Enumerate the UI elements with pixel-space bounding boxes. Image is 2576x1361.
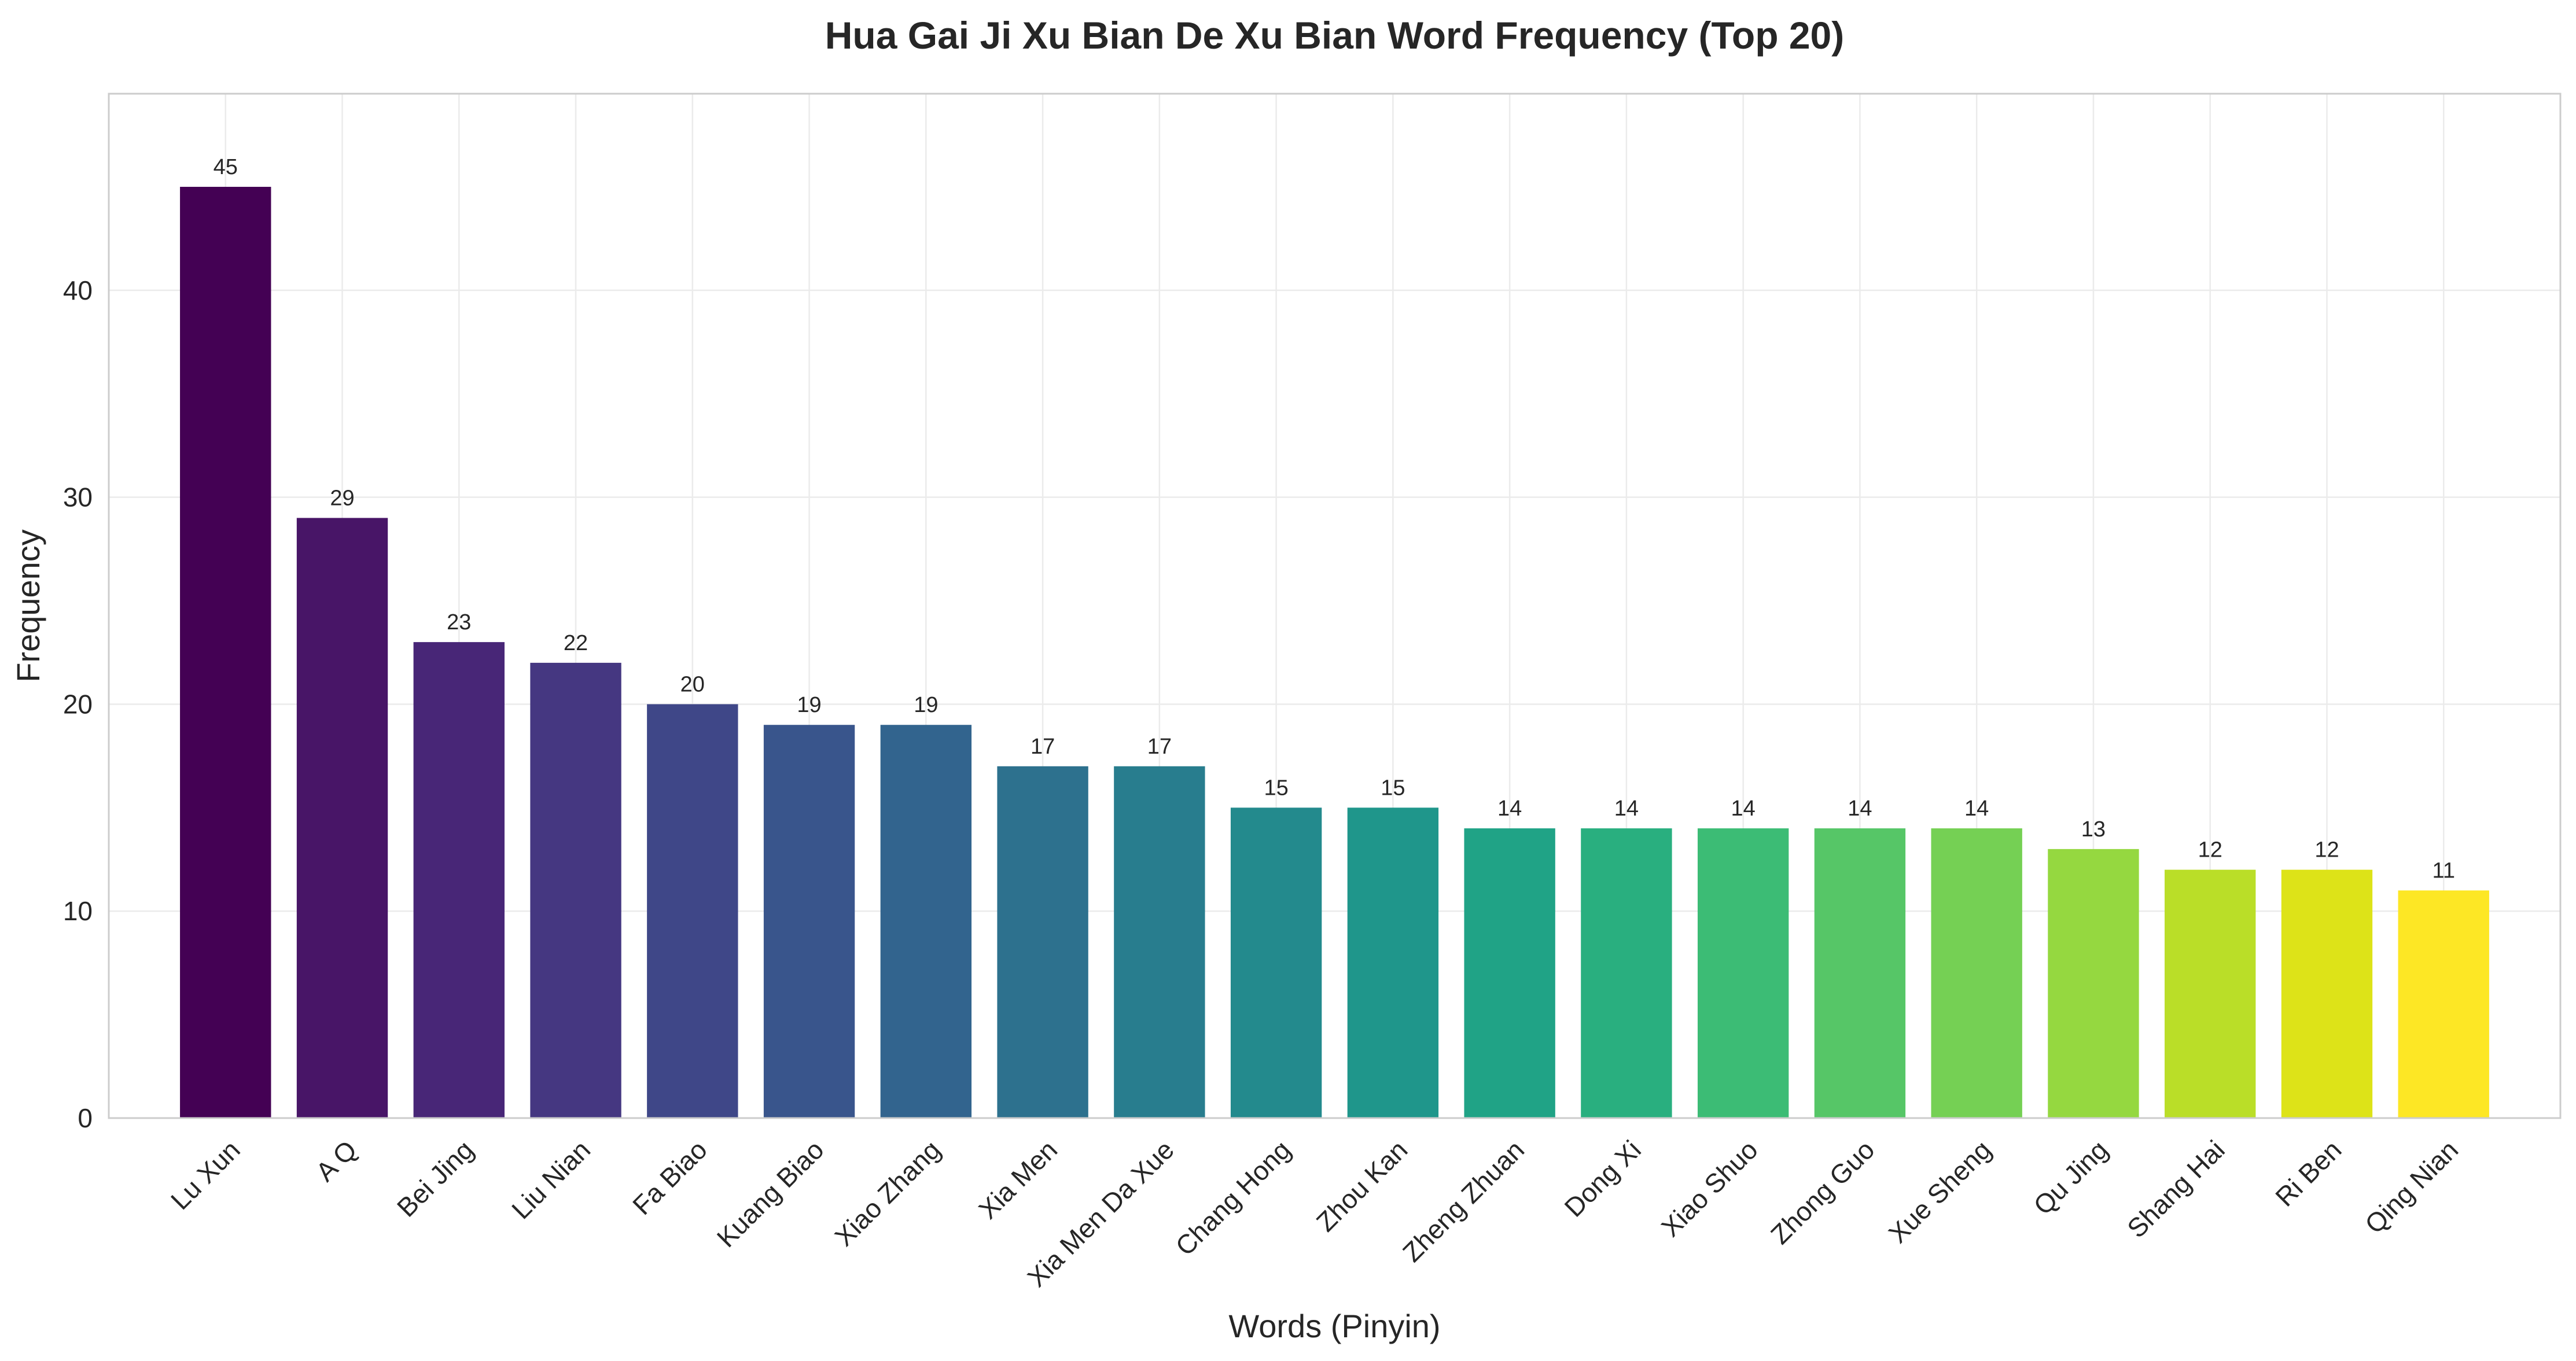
bar — [1347, 807, 1439, 1118]
x-tick-label: Chang Hong — [1169, 1134, 1296, 1261]
data-label: 11 — [2433, 858, 2455, 883]
bar — [1931, 828, 2022, 1118]
x-tick-label: Kuang Biao — [711, 1134, 830, 1253]
y-tick-layer: 0 10 20 30 40 — [63, 275, 93, 1133]
x-tick-label: Zhong Guo — [1765, 1134, 1881, 1250]
x-tick-label: Fa Biao — [627, 1134, 713, 1220]
bar — [180, 187, 271, 1118]
x-tick-label: Shang Hai — [2121, 1134, 2231, 1244]
bar — [1114, 766, 1205, 1118]
bar — [763, 725, 855, 1118]
bar — [997, 766, 1088, 1118]
bar — [413, 642, 505, 1118]
y-axis-label: Frequency — [10, 529, 46, 683]
data-label: 15 — [1381, 776, 1405, 800]
data-label: 14 — [1964, 796, 1989, 821]
x-tick-label: A Q — [310, 1134, 363, 1187]
bar — [2281, 869, 2373, 1118]
bar-layer — [180, 187, 2489, 1118]
x-tick-label: Zheng Zhuan — [1397, 1134, 1530, 1267]
x-tick-label: Xue Sheng — [1883, 1134, 1997, 1249]
bar — [1697, 828, 1789, 1118]
x-tick-label: Xiao Shuo — [1655, 1134, 1764, 1242]
data-label: 23 — [447, 610, 471, 635]
bar — [2165, 869, 2256, 1118]
x-tick-label: Lu Xun — [165, 1134, 246, 1215]
data-label: 29 — [330, 486, 354, 510]
bar — [1230, 807, 1322, 1118]
data-label: 14 — [1848, 796, 1872, 821]
x-tick-label: Liu Nian — [506, 1134, 596, 1224]
x-tick-label: Zhou Kan — [1311, 1134, 1414, 1237]
data-label: 19 — [914, 693, 938, 717]
x-tick-label: Qu Jing — [2027, 1134, 2114, 1220]
bar — [880, 725, 972, 1118]
chart-title: Hua Gai Ji Xu Bian De Xu Bian Word Frequ… — [825, 14, 1845, 57]
y-tick-label: 30 — [63, 482, 93, 512]
x-tick-label: Xiao Zhang — [829, 1134, 946, 1252]
x-tick-label: Ri Ben — [2269, 1134, 2347, 1212]
data-label: 15 — [1264, 776, 1288, 800]
bar — [296, 518, 388, 1118]
y-tick-label: 10 — [63, 896, 93, 926]
plot-frame — [108, 93, 2562, 1119]
bar — [2398, 890, 2489, 1118]
data-label: 45 — [214, 155, 238, 179]
data-label-layer: 45 29 23 22 20 19 19 17 17 15 15 14 14 14 14 14 13 12 12 11 — [214, 155, 2455, 883]
y-tick-label: 20 — [63, 689, 93, 719]
data-label: 12 — [2198, 838, 2222, 862]
y-tick-label: 0 — [78, 1103, 93, 1133]
x-tick-label: Bei Jing — [391, 1134, 479, 1222]
x-tick-label: Dong Xi — [1558, 1134, 1646, 1222]
data-label: 19 — [797, 693, 821, 717]
x-axis-label: Words (Pinyin) — [1228, 1308, 1440, 1344]
data-label: 13 — [2081, 817, 2106, 842]
data-label: 14 — [1614, 796, 1639, 821]
data-label: 17 — [1031, 735, 1055, 759]
bar — [2048, 849, 2139, 1118]
y-tick-label: 40 — [63, 275, 93, 305]
x-tick-label: Qing Nian — [2359, 1134, 2464, 1239]
bar — [1814, 828, 1906, 1118]
data-label: 17 — [1147, 735, 1172, 759]
data-label: 20 — [680, 672, 705, 696]
bar — [530, 662, 621, 1118]
bar — [1464, 828, 1555, 1118]
data-label: 14 — [1731, 796, 1756, 821]
bar — [647, 704, 738, 1118]
x-tick-label: Xia Men — [973, 1134, 1063, 1224]
bar — [1581, 828, 1672, 1118]
data-label: 14 — [1497, 796, 1522, 821]
data-label: 22 — [564, 631, 588, 655]
data-label: 12 — [2314, 838, 2339, 862]
